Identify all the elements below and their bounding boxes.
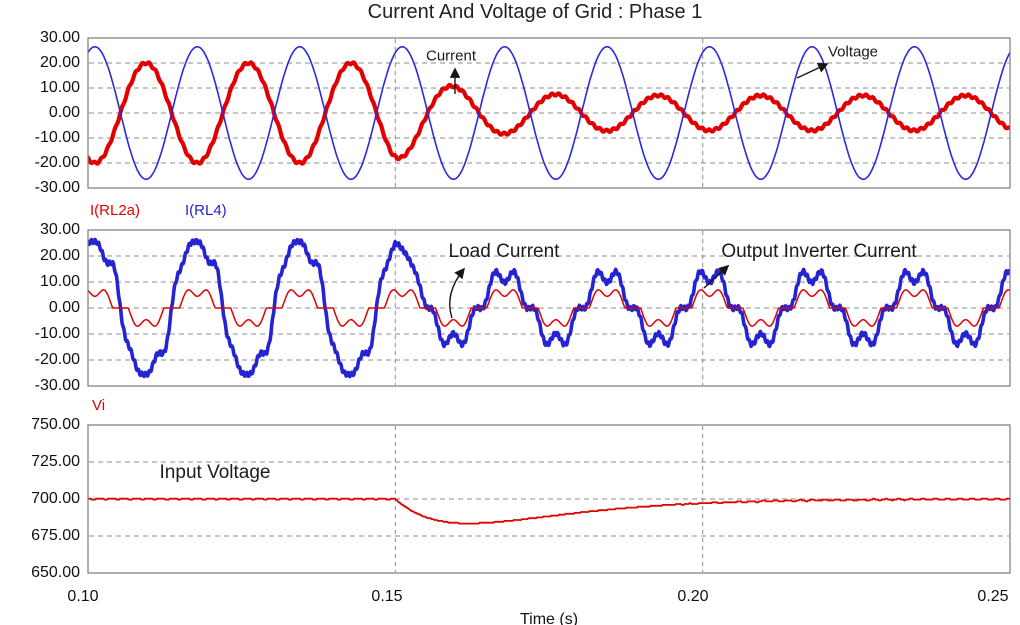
annotation-voltage: Voltage (827, 43, 879, 61)
annotation-load-current: Load Current (448, 241, 560, 262)
legend-vi: Vi (92, 397, 106, 414)
annotation-arrow (796, 63, 829, 79)
wave-voltage (88, 46, 1010, 180)
annotation-output-inverter-current: Output Inverter Current (721, 241, 917, 262)
annotation-input-voltage: Input Voltage (159, 462, 271, 483)
wave-vi (88, 497, 1010, 525)
legend-i-rl4-: I(RL4) (185, 202, 227, 219)
y-tick-label: 10.00 (39, 79, 80, 96)
y-tick-label: 650.00 (31, 564, 80, 581)
y-tick-label: -10.00 (34, 129, 80, 146)
y-tick-label: 30.00 (39, 221, 80, 238)
y-tick-label: -20.00 (34, 154, 80, 171)
y-tick-label: -30.00 (34, 377, 80, 394)
wave-i-rl2a- (88, 289, 1010, 327)
y-tick-label: -20.00 (34, 351, 80, 368)
annotation-arrow (703, 264, 730, 289)
wave-i-rl4- (88, 237, 1010, 379)
y-tick-label: 725.00 (31, 453, 80, 470)
y-tick-label: 675.00 (31, 527, 80, 544)
plot-border (87, 37, 1011, 189)
y-tick-label: 20.00 (39, 54, 80, 71)
y-tick-label: 750.00 (31, 416, 80, 433)
y-tick-label: 30.00 (39, 29, 80, 46)
y-tick-label: 700.00 (31, 490, 80, 507)
y-tick-label: 10.00 (39, 273, 80, 290)
y-tick-label: 20.00 (39, 247, 80, 264)
legend-i-rl2a-: I(RL2a) (90, 202, 141, 219)
y-tick-label: -30.00 (34, 179, 80, 196)
x-tick-label: 0.20 (677, 588, 709, 605)
y-tick-label: 0.00 (48, 299, 80, 316)
x-tick-label: 0.25 (977, 588, 1009, 605)
plot-border (87, 229, 1011, 387)
x-axis-title: Time (s) (519, 611, 579, 625)
annotation-current: Current (425, 47, 477, 65)
y-tick-label: -10.00 (34, 325, 80, 342)
chart-title: Current And Voltage of Grid : Phase 1 (367, 1, 703, 23)
x-tick-label: 0.15 (371, 588, 403, 605)
annotation-arrow (449, 267, 465, 319)
wave-current (88, 60, 1010, 166)
y-tick-label: 0.00 (48, 104, 80, 121)
x-tick-label: 0.10 (67, 588, 99, 605)
plot-border (87, 424, 1011, 574)
